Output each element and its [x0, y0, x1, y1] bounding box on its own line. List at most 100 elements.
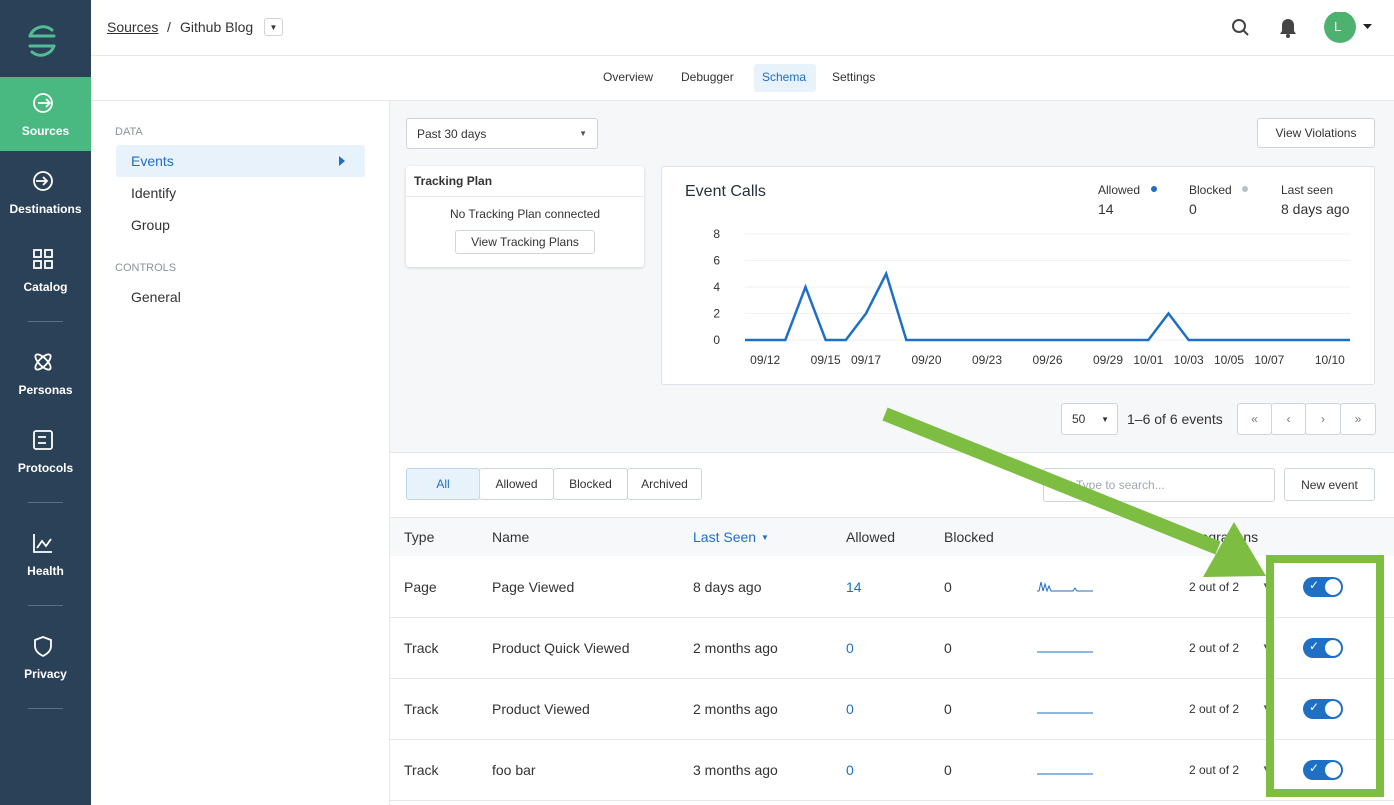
tab[interactable]: Schema: [762, 70, 807, 84]
dropdown-caret[interactable]: ▼: [1262, 764, 1270, 773]
sparkline: [1037, 712, 1093, 714]
column-header: Name: [492, 529, 530, 545]
stat-value: 14: [1098, 201, 1114, 217]
avatar[interactable]: L: [1334, 19, 1342, 34]
y-tick-label: 4: [713, 280, 720, 294]
x-tick-label: 09/12: [750, 353, 780, 367]
x-tick-label: 10/03: [1174, 353, 1204, 367]
nav-item[interactable]: Health: [27, 564, 64, 578]
cell[interactable]: 2 out of 2: [1189, 580, 1240, 594]
nav-item[interactable]: Destinations: [9, 202, 82, 216]
button[interactable]: View Violations: [1257, 118, 1375, 148]
x-tick-label: 09/20: [911, 353, 941, 367]
x-tick-label: 10/07: [1254, 353, 1284, 367]
menu-item[interactable]: General: [131, 289, 181, 305]
breadcrumb-separator: /: [167, 19, 171, 35]
cell[interactable]: 0: [846, 640, 854, 656]
breadcrumb-current: Github Blog: [180, 19, 254, 35]
breadcrumb-link[interactable]: Sources: [107, 19, 159, 35]
cell[interactable]: 2 out of 2: [1189, 641, 1240, 655]
cell[interactable]: 0: [846, 701, 854, 717]
nav-item[interactable]: Sources: [21, 124, 70, 138]
stat-value: 0: [1189, 201, 1197, 217]
sort-icon: ▼: [761, 533, 769, 542]
menu-section: CONTROLS: [115, 262, 177, 274]
toggle-check: ✓: [1309, 761, 1320, 775]
cell[interactable]: 14: [846, 579, 862, 595]
cell: 0: [944, 701, 952, 717]
cell[interactable]: 2 out of 2: [1189, 702, 1240, 716]
tab[interactable]: Overview: [603, 70, 654, 84]
tab[interactable]: Debugger: [681, 70, 734, 84]
legend-dot: [1151, 186, 1157, 192]
menu-item[interactable]: Identify: [131, 185, 177, 201]
cell: Page Viewed: [492, 579, 575, 595]
tab[interactable]: Settings: [832, 70, 876, 84]
last-page[interactable]: »: [1340, 403, 1376, 435]
sparkline: [1037, 581, 1093, 593]
cell[interactable]: 2 out of 2: [1189, 763, 1240, 777]
line: [745, 270, 1350, 342]
row-border: [390, 800, 1394, 801]
column-header: Allowed: [846, 529, 896, 545]
sparkline: [1037, 651, 1093, 653]
toggle-check: ✓: [1309, 578, 1320, 592]
separator: [28, 502, 63, 503]
filter-tab[interactable]: Allowed: [479, 468, 554, 500]
filter-tab[interactable]: All: [406, 468, 480, 500]
nav-item[interactable]: Catalog: [23, 280, 68, 294]
sidebar: Sources Destinations Catalog Personas Pr…: [0, 0, 91, 805]
first-page[interactable]: «: [1237, 403, 1272, 435]
menu-active-bg: [116, 145, 365, 177]
cell: Track: [404, 762, 439, 778]
button[interactable]: View Tracking Plans: [455, 230, 595, 254]
dropdown-caret[interactable]: ▼: [1262, 581, 1270, 590]
x-tick-label: 09/17: [851, 353, 881, 367]
cell: 2 months ago: [693, 701, 778, 717]
button[interactable]: New event: [1284, 468, 1375, 501]
prev-page[interactable]: ‹: [1271, 403, 1306, 435]
x-tick-label: 10/10: [1315, 353, 1345, 367]
date-select[interactable]: Past 30 days ▼: [406, 118, 598, 149]
page-range: 1–6 of 6 events: [1127, 411, 1223, 427]
row-border: [390, 739, 1394, 740]
toggle-check: ✓: [1309, 639, 1320, 653]
next-page[interactable]: ›: [1305, 403, 1341, 435]
legend-dot: [1242, 186, 1248, 192]
page-size-select[interactable]: 50 ▼: [1061, 403, 1118, 435]
cell: Page: [404, 579, 437, 595]
tab-bar: [91, 56, 1394, 101]
toggle-check: ✓: [1309, 700, 1320, 714]
x-tick-label: 09/15: [811, 353, 841, 367]
cell: 8 days ago: [693, 579, 762, 595]
cell: Track: [404, 640, 439, 656]
date-range: Past 30 days: [417, 126, 487, 141]
x-tick-label: 09/26: [1032, 353, 1062, 367]
filter-tab[interactable]: Blocked: [553, 468, 628, 500]
nav-item[interactable]: Protocols: [17, 461, 74, 475]
page-size: 50: [1072, 412, 1086, 426]
chart-title: Event Calls: [685, 183, 766, 200]
sidebar-icons: [0, 25, 91, 658]
dropdown-caret[interactable]: ▼: [1262, 642, 1270, 651]
menu-item[interactable]: Group: [131, 217, 170, 233]
column-header: Type: [404, 529, 435, 545]
search-input[interactable]: Type to search...: [1043, 468, 1275, 502]
menu-item[interactable]: Events: [131, 153, 174, 169]
cell: Product Viewed: [492, 701, 590, 717]
cell: 0: [944, 579, 952, 595]
column-header[interactable]: Last Seen: [693, 529, 757, 545]
nav-item[interactable]: Personas: [18, 383, 73, 397]
dropdown-caret[interactable]: ▼: [1262, 703, 1270, 712]
cell[interactable]: 0: [846, 762, 854, 778]
header-icons: [1232, 12, 1372, 43]
chart: 0 2 4 6 8 09/12 09/15 09/17 09/20 09/23 09/26 09/29…: [713, 227, 1350, 367]
chart-card: [661, 166, 1375, 385]
filter-tab[interactable]: Archived: [627, 468, 702, 500]
stat-value: 8 days ago: [1281, 201, 1350, 217]
placeholder: Type to search...: [1076, 478, 1165, 492]
separator: [28, 321, 63, 322]
source-dropdown[interactable]: ▼: [264, 18, 283, 36]
nav-item[interactable]: Privacy: [24, 667, 67, 681]
